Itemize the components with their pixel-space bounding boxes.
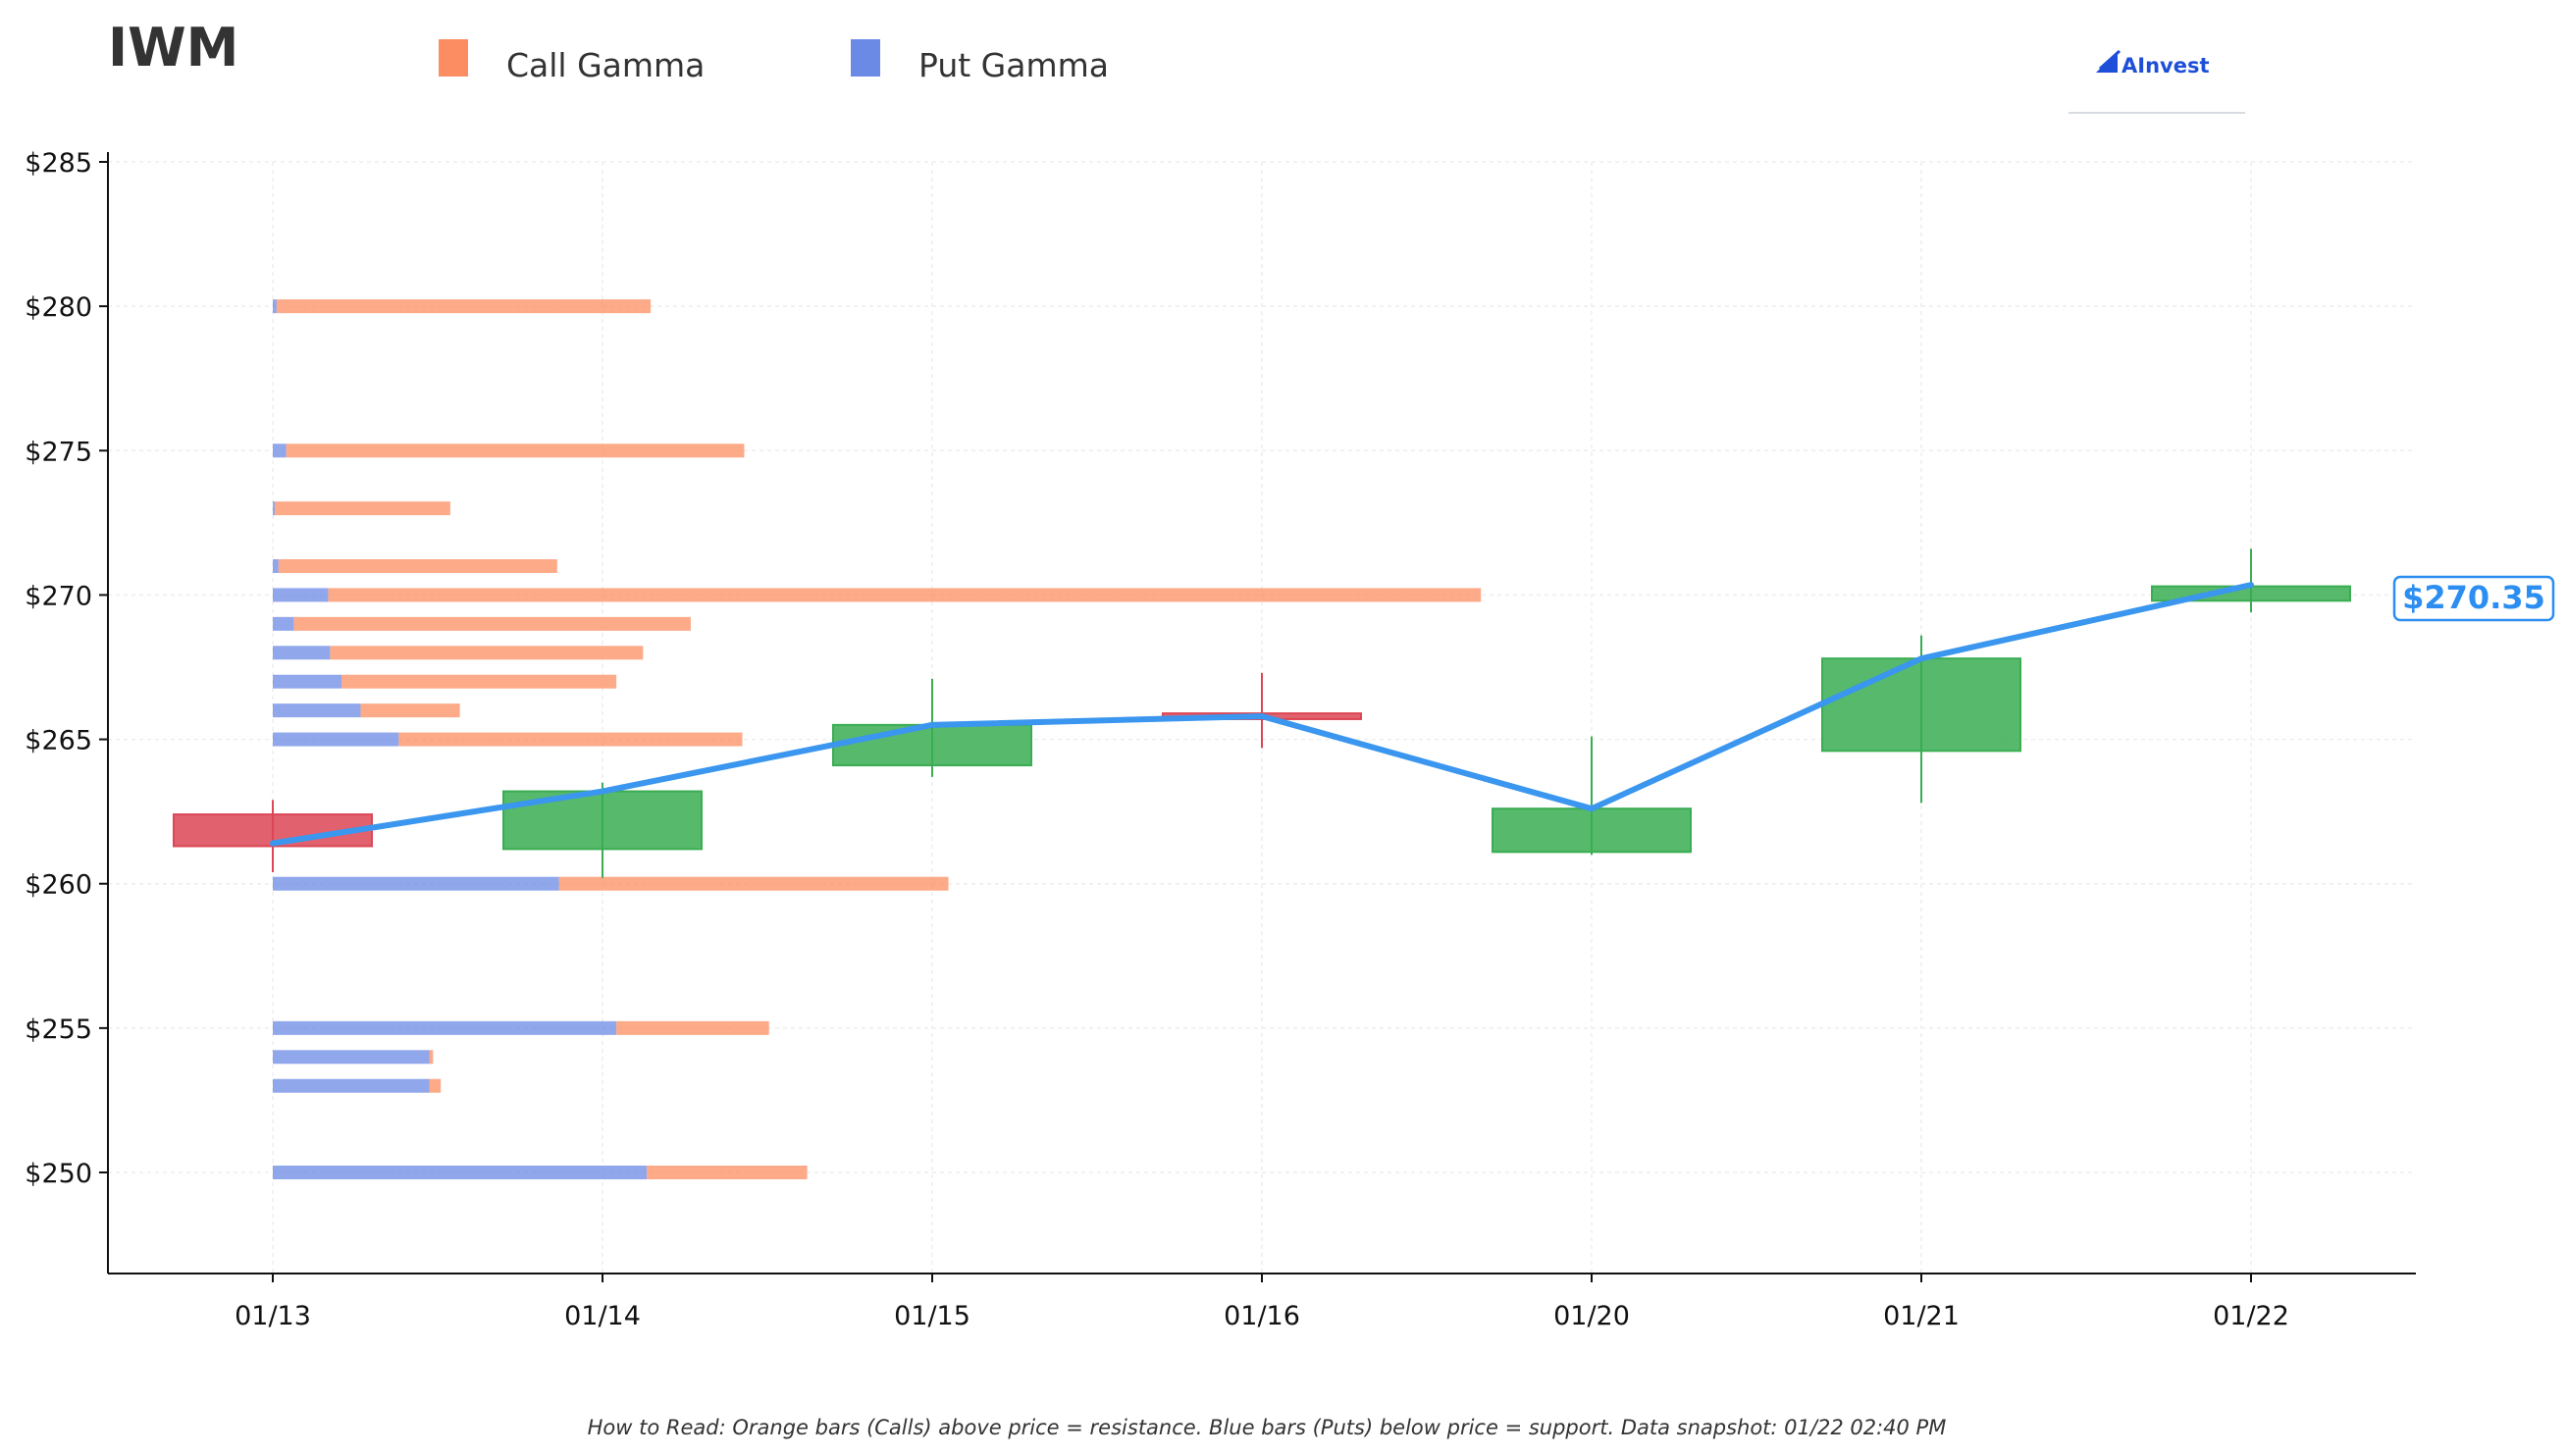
put-gamma-bar xyxy=(273,703,361,718)
brand-name: AInvest xyxy=(2122,54,2210,78)
axes: $250 $255 $260 $265 $270 $275 $280 $285 01/13 01/… xyxy=(25,148,2416,1331)
put-gamma-bar xyxy=(273,616,294,631)
gamma-bars xyxy=(273,299,1482,1179)
y-tick-label: $265 xyxy=(25,726,92,756)
put-gamma-bar xyxy=(273,299,277,314)
call-gamma-bar xyxy=(276,299,652,314)
call-gamma-bar xyxy=(330,646,644,660)
x-tick-label: 01/20 xyxy=(1553,1301,1630,1331)
legend: Call Gamma Put Gamma xyxy=(439,39,1109,84)
put-gamma-bar xyxy=(273,646,331,660)
y-tick-label: $275 xyxy=(25,437,92,467)
current-price-label: $270.35 xyxy=(2402,579,2545,616)
call-gamma-bar xyxy=(647,1166,808,1179)
legend-label-call: Call Gamma xyxy=(506,46,705,84)
x-tick-label: 01/16 xyxy=(1224,1301,1300,1331)
legend-swatch-put xyxy=(851,39,880,77)
candlesticks xyxy=(173,548,2351,878)
y-tick-label: $260 xyxy=(25,870,92,901)
call-gamma-bar xyxy=(286,443,745,458)
call-gamma-bar xyxy=(429,1078,442,1093)
ainvest-logo-icon: AInvest xyxy=(2069,49,2245,114)
call-gamma-bar xyxy=(341,674,617,689)
candle-body xyxy=(1492,807,1692,854)
x-tick-label: 01/13 xyxy=(235,1301,311,1331)
price-line-group xyxy=(270,582,2254,847)
put-gamma-bar xyxy=(273,1078,430,1093)
call-gamma-bar xyxy=(293,616,691,631)
x-tick-label: 01/21 xyxy=(1883,1301,1960,1331)
legend-label-put: Put Gamma xyxy=(918,46,1109,84)
legend-swatch-call xyxy=(439,39,468,77)
put-gamma-bar xyxy=(273,876,559,891)
put-gamma-bar xyxy=(273,559,279,573)
candle-body xyxy=(832,723,1032,767)
y-tick-label: $270 xyxy=(25,581,92,611)
current-price-box xyxy=(2392,575,2555,622)
put-gamma-bar xyxy=(273,1050,430,1065)
x-tick-label: 01/14 xyxy=(564,1301,641,1331)
x-tick-label: 01/22 xyxy=(2213,1301,2289,1331)
price-line xyxy=(270,582,2254,847)
footnote: How to Read: Orange bars (Calls) above p… xyxy=(588,1416,1947,1439)
y-tick-label: $250 xyxy=(25,1159,92,1189)
put-gamma-bar xyxy=(273,501,275,516)
call-gamma-bar xyxy=(328,588,1482,602)
current-price-callout: $270.35 xyxy=(2392,575,2555,622)
put-gamma-bar xyxy=(273,1020,617,1035)
x-tick-label: 01/15 xyxy=(894,1301,970,1331)
put-gamma-bar xyxy=(273,1166,648,1179)
call-gamma-bar xyxy=(360,703,460,718)
call-gamma-bar xyxy=(616,1020,769,1035)
put-gamma-bar xyxy=(273,674,342,689)
put-gamma-bar xyxy=(273,588,329,602)
candle-body xyxy=(1821,657,2021,753)
ticker-title: IWM xyxy=(108,17,238,78)
y-tick-label: $280 xyxy=(25,292,92,323)
y-tick-label: $255 xyxy=(25,1014,92,1045)
call-gamma-bar xyxy=(274,501,450,516)
put-gamma-bar xyxy=(273,443,287,458)
y-tick-label: $285 xyxy=(25,148,92,179)
call-gamma-bar xyxy=(558,876,949,891)
call-gamma-bar xyxy=(398,732,743,747)
call-gamma-bar xyxy=(429,1050,434,1065)
call-gamma-bar xyxy=(278,559,557,573)
put-gamma-bar xyxy=(273,732,399,747)
